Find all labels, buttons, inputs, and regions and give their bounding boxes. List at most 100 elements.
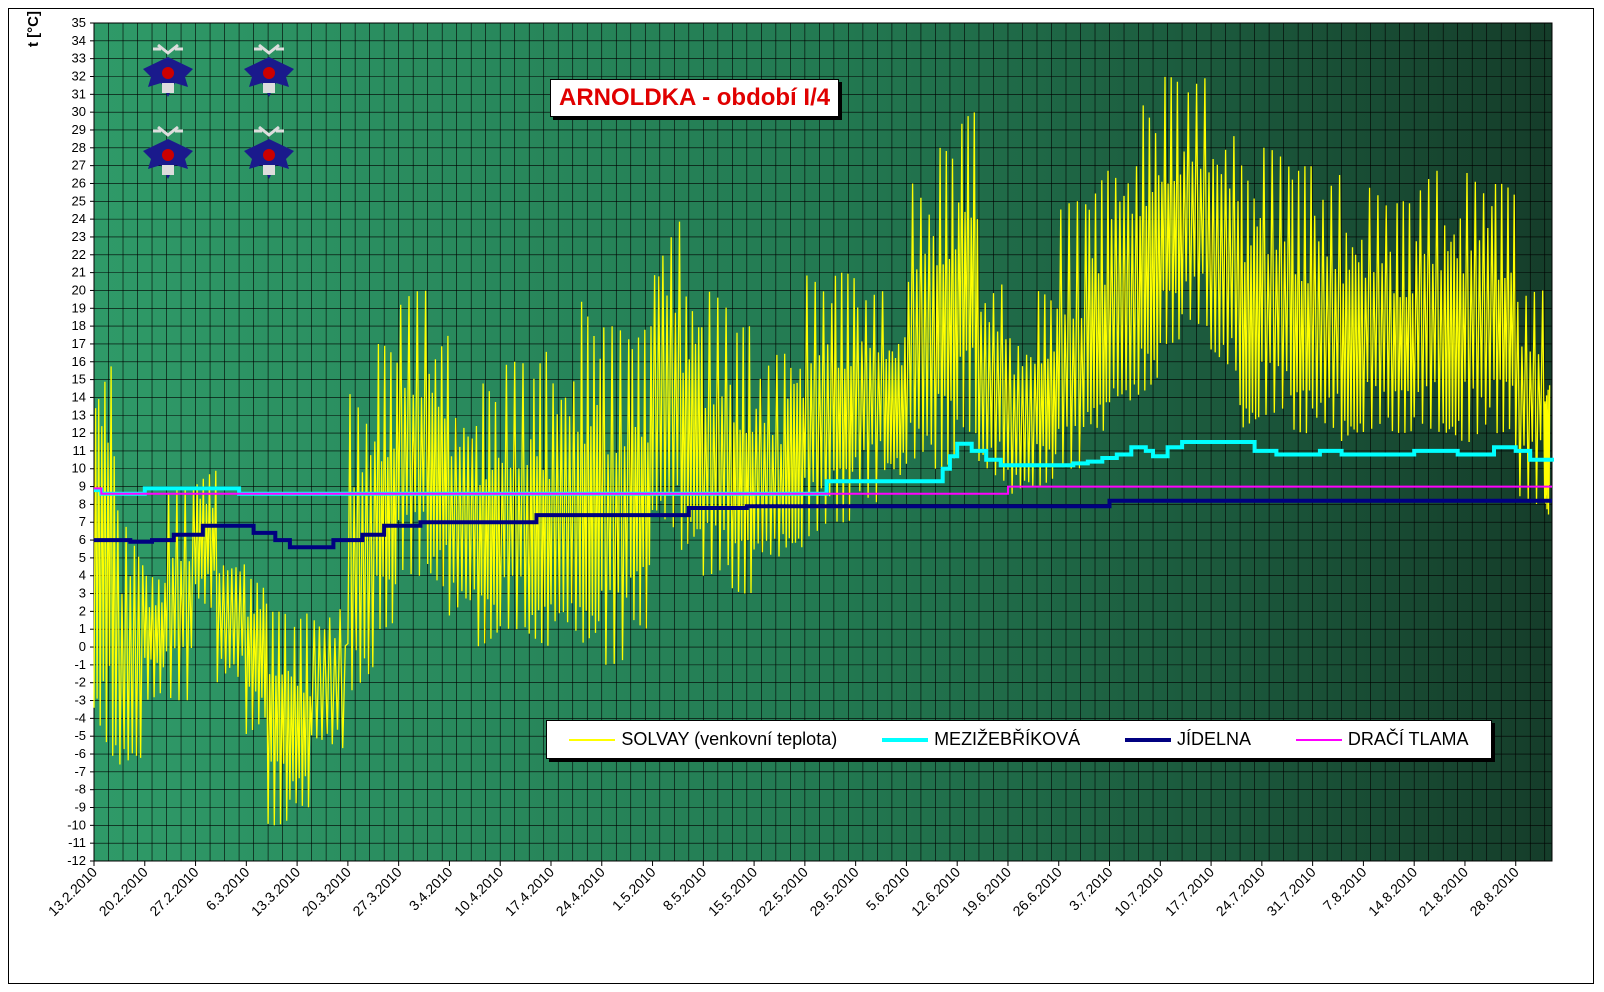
legend-swatch xyxy=(1124,737,1171,742)
y-tick-label: -12 xyxy=(67,853,86,868)
x-tick-label: 7.8.2010 xyxy=(1320,864,1370,914)
y-tick-label: 19 xyxy=(72,300,86,315)
y-tick-label: 35 xyxy=(72,15,86,30)
x-tick-label: 29.5.2010 xyxy=(806,864,862,920)
series-line-mezizebrikova xyxy=(94,440,1554,496)
y-tick-label: 9 xyxy=(79,479,86,494)
x-tick-label: 10.4.2010 xyxy=(451,864,507,920)
x-tick-label: 22.5.2010 xyxy=(756,864,812,920)
series-line-jidelna xyxy=(94,498,1552,550)
y-tick-label: -9 xyxy=(74,800,86,815)
y-tick-label: 29 xyxy=(72,122,86,137)
y-tick-label: 24 xyxy=(72,211,86,226)
x-tick-label: 27.3.2010 xyxy=(349,864,405,920)
y-tick-label: -5 xyxy=(74,728,86,743)
x-tick-label: 6.3.2010 xyxy=(203,864,253,914)
y-tick-label: 4 xyxy=(79,568,86,583)
y-tick-label: -2 xyxy=(74,675,86,690)
legend-entry-solvay: SOLVAY (venkovní teplota) xyxy=(569,729,837,750)
y-tick-label: 20 xyxy=(72,282,86,297)
y-tick-label: 3 xyxy=(79,586,86,601)
x-tick-label: 28.8.2010 xyxy=(1466,864,1522,920)
x-tick-label: 26.6.2010 xyxy=(1010,864,1066,920)
y-tick-label: 31 xyxy=(72,86,86,101)
y-tick-label: -10 xyxy=(67,817,86,832)
x-tick-label: 1.5.2010 xyxy=(609,864,659,914)
y-axis-label: t [°C] xyxy=(25,11,42,47)
bat-icon xyxy=(244,43,294,97)
x-tick-label: 3.4.2010 xyxy=(406,864,456,914)
y-tick-label: 1 xyxy=(79,621,86,636)
y-tick-label: -11 xyxy=(68,835,86,850)
y-tick-label: 21 xyxy=(72,265,86,280)
legend-label: DRAČÍ TLAMA xyxy=(1347,729,1469,749)
x-tick-label: 15.5.2010 xyxy=(705,864,761,920)
y-tick-label: 11 xyxy=(73,443,87,458)
y-tick-label: 7 xyxy=(79,514,86,529)
series-line-solvay xyxy=(93,76,1551,826)
y-tick-label: 33 xyxy=(72,51,86,66)
bat-icon xyxy=(244,125,294,179)
y-tick-label: 17 xyxy=(72,336,86,351)
y-tick-label: 23 xyxy=(72,229,86,244)
x-tick-label: 20.2.2010 xyxy=(96,864,152,920)
y-tick-label: 10 xyxy=(72,461,86,476)
y-tick-label: 0 xyxy=(79,639,86,654)
x-tick-label: 17.7.2010 xyxy=(1162,864,1218,920)
legend-label: MEZIŽEBŘÍKOVÁ xyxy=(934,729,1081,749)
bat-icon xyxy=(143,43,193,97)
y-tick-label: 30 xyxy=(72,104,86,119)
legend-entry-draci-tlama: DRAČÍ TLAMA xyxy=(1295,729,1469,750)
y-tick-label: 18 xyxy=(72,318,86,333)
chart-title: ARNOLDKA - období I/4 xyxy=(550,79,840,117)
legend-label: JÍDELNA xyxy=(1176,729,1251,749)
y-tick-label: 8 xyxy=(79,496,86,511)
x-tick-label: 24.4.2010 xyxy=(553,864,609,920)
x-tick-label: 5.6.2010 xyxy=(863,864,913,914)
y-tick-label: 22 xyxy=(72,247,86,262)
legend-swatch xyxy=(1295,738,1342,741)
y-tick-label: 12 xyxy=(72,425,86,440)
y-tick-label: 28 xyxy=(72,140,86,155)
y-tick-label: -6 xyxy=(74,746,86,761)
y-tick-label: 27 xyxy=(72,158,86,173)
y-tick-label: 15 xyxy=(72,372,86,387)
legend-swatch xyxy=(882,737,929,742)
x-tick-label: 8.5.2010 xyxy=(660,864,710,914)
chart-frame: 35 34 33 32 31 30 29 28 27 26 25 24 23 22 21 20 19 18 17 16… xyxy=(8,8,1594,984)
y-tick-label: 34 xyxy=(72,33,86,48)
x-tick-label: 19.6.2010 xyxy=(959,864,1015,920)
x-tick-label: 10.7.2010 xyxy=(1111,864,1167,920)
y-tick-label: 6 xyxy=(79,532,86,547)
x-tick-label: 14.8.2010 xyxy=(1365,864,1421,920)
bat-icon xyxy=(143,125,193,179)
x-tick-label: 17.4.2010 xyxy=(502,864,558,920)
series-lines xyxy=(93,76,1554,826)
y-tick-label: -8 xyxy=(74,782,86,797)
y-tick-label: -4 xyxy=(74,710,86,725)
x-tick-label: 27.2.2010 xyxy=(146,864,202,920)
x-tick-label: 3.7.2010 xyxy=(1066,864,1116,914)
y-tick-label: -3 xyxy=(74,693,86,708)
y-tick-label: 5 xyxy=(79,550,86,565)
y-tick-label: 25 xyxy=(72,193,86,208)
x-tick-label: 31.7.2010 xyxy=(1263,864,1319,920)
y-axis-ticks: 3534333231302928272625242322212019181716… xyxy=(67,15,94,868)
y-tick-label: -7 xyxy=(74,764,86,779)
y-tick-label: 32 xyxy=(72,68,86,83)
chart-legend: SOLVAY (venkovní teplota) MEZIŽEBŘÍKOVÁ … xyxy=(546,720,1492,759)
x-tick-label: 12.6.2010 xyxy=(908,864,964,920)
legend-entry-mezizebrikova: MEZIŽEBŘÍKOVÁ xyxy=(882,729,1080,750)
series-line-draci-tlama xyxy=(94,485,1552,495)
y-tick-label: -1 xyxy=(74,657,86,672)
x-tick-label: 13.2.2010 xyxy=(45,864,101,920)
x-tick-label: 24.7.2010 xyxy=(1213,864,1269,920)
x-tick-label: 20.3.2010 xyxy=(299,864,355,920)
y-tick-label: 26 xyxy=(72,175,86,190)
x-tick-label: 13.3.2010 xyxy=(248,864,304,920)
legend-swatch xyxy=(569,738,616,741)
legend-entry-jidelna: JÍDELNA xyxy=(1124,729,1251,750)
y-tick-label: 13 xyxy=(72,407,86,422)
x-tick-label: 21.8.2010 xyxy=(1416,864,1472,920)
